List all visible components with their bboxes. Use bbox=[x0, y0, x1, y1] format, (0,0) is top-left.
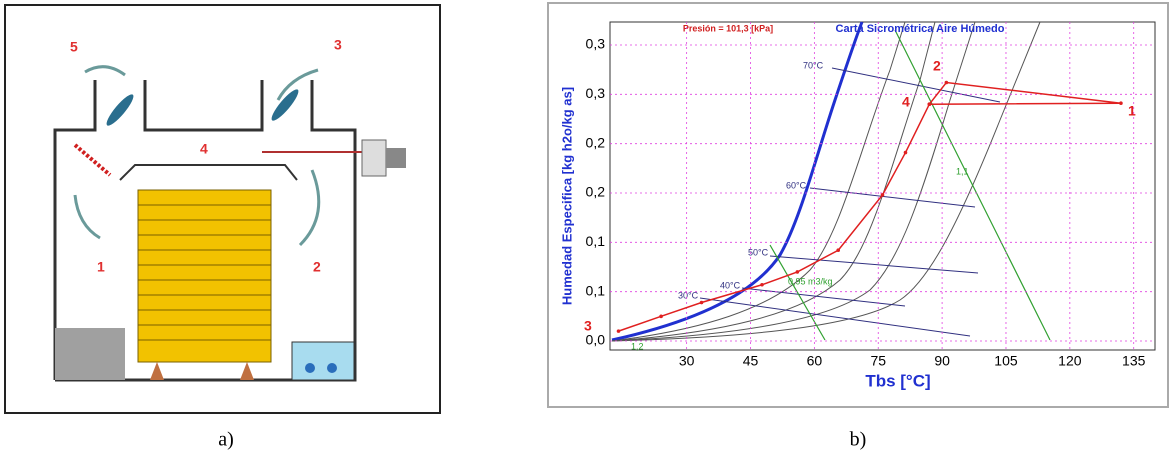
point-labels: 1 2 3 4 bbox=[584, 58, 1136, 334]
temperature-label: 40°C bbox=[720, 280, 741, 290]
heater-block bbox=[55, 328, 125, 380]
caption: a) bbox=[218, 429, 234, 451]
chart-curves bbox=[611, 21, 1051, 342]
point-label: 4 bbox=[902, 94, 910, 110]
process-point bbox=[836, 248, 841, 253]
y-tick-label: 0,3 bbox=[586, 36, 606, 52]
volume-label: 1,2 bbox=[631, 341, 644, 351]
process-point bbox=[760, 282, 764, 287]
annotation: Presión = 101,3 [kPa] bbox=[683, 23, 773, 33]
process-point bbox=[880, 193, 885, 197]
diagram-label: 1 bbox=[97, 259, 105, 275]
volume-label: 0,95 m3/kg bbox=[788, 276, 833, 286]
temperature-label: 50°C bbox=[748, 247, 769, 257]
process-line bbox=[618, 81, 1122, 332]
process-point bbox=[795, 270, 800, 274]
icon bbox=[327, 363, 337, 373]
y-tick-label: 0,0 bbox=[586, 332, 606, 348]
motor bbox=[386, 148, 406, 168]
volume-label: 1,1 bbox=[956, 166, 969, 176]
diagram-label: 4 bbox=[200, 141, 208, 157]
process-point bbox=[659, 314, 663, 319]
saturation-curve bbox=[611, 21, 864, 342]
x-tick-label: 135 bbox=[1122, 353, 1146, 369]
x-tick-label: 105 bbox=[994, 353, 1018, 369]
trays bbox=[137, 189, 272, 363]
y-tick-label: 0,1 bbox=[586, 282, 606, 298]
caption: b) bbox=[850, 429, 867, 451]
point-label: 1 bbox=[1128, 103, 1136, 119]
volume-labels: 0,95 m3/kg 1,1 1,2 bbox=[631, 166, 969, 351]
x-tick-label: 45 bbox=[743, 353, 759, 369]
process-point bbox=[944, 80, 949, 85]
y-tick-label: 0,1 bbox=[586, 233, 606, 249]
y-tick-label: 0,3 bbox=[586, 85, 606, 101]
process-point bbox=[699, 300, 704, 305]
temperature-label: 60°C bbox=[786, 180, 807, 190]
x-tick-label: 120 bbox=[1058, 353, 1082, 369]
x-tick-label: 75 bbox=[870, 353, 886, 369]
fans bbox=[106, 89, 299, 126]
y-tick-label: 0,2 bbox=[586, 134, 606, 150]
plot-area bbox=[609, 21, 1156, 351]
point-label: 2 bbox=[933, 58, 941, 74]
point-label: 3 bbox=[584, 318, 592, 334]
diagram-label: 5 bbox=[70, 39, 78, 55]
y-axis-label: Humedad Especifica [kg h2o/kg as] bbox=[559, 87, 574, 305]
x-tick-label: 30 bbox=[679, 353, 695, 369]
temperature-labels: 70°C 60°C 50°C 40°C 30°C bbox=[678, 60, 824, 300]
icon bbox=[305, 363, 315, 373]
chart-title: Carta Sicrométrica Aire Húmedo bbox=[836, 23, 1005, 35]
x-axis-label: Tbs [°C] bbox=[865, 371, 930, 390]
dryer-outline bbox=[53, 80, 357, 382]
diagram-label: 3 bbox=[334, 37, 342, 53]
process-point bbox=[903, 150, 908, 155]
water-tank bbox=[291, 341, 355, 381]
process-point bbox=[927, 102, 932, 106]
diagram-label: 2 bbox=[313, 259, 321, 275]
motor bbox=[361, 139, 387, 177]
y-tick-label: 0,2 bbox=[586, 184, 606, 200]
temperature-label: 30°C bbox=[678, 290, 699, 300]
x-tick-label: 60 bbox=[807, 353, 823, 369]
supports bbox=[150, 362, 254, 380]
tray-lines bbox=[138, 204, 271, 341]
diagram-labels: 5 3 4 1 2 bbox=[70, 37, 342, 275]
airflow-arrows bbox=[73, 65, 321, 247]
temperature-label: 70°C bbox=[803, 60, 824, 70]
process-point bbox=[1119, 101, 1123, 106]
heater bbox=[73, 143, 112, 177]
x-tick-label: 90 bbox=[934, 353, 950, 369]
process-point bbox=[616, 329, 621, 333]
